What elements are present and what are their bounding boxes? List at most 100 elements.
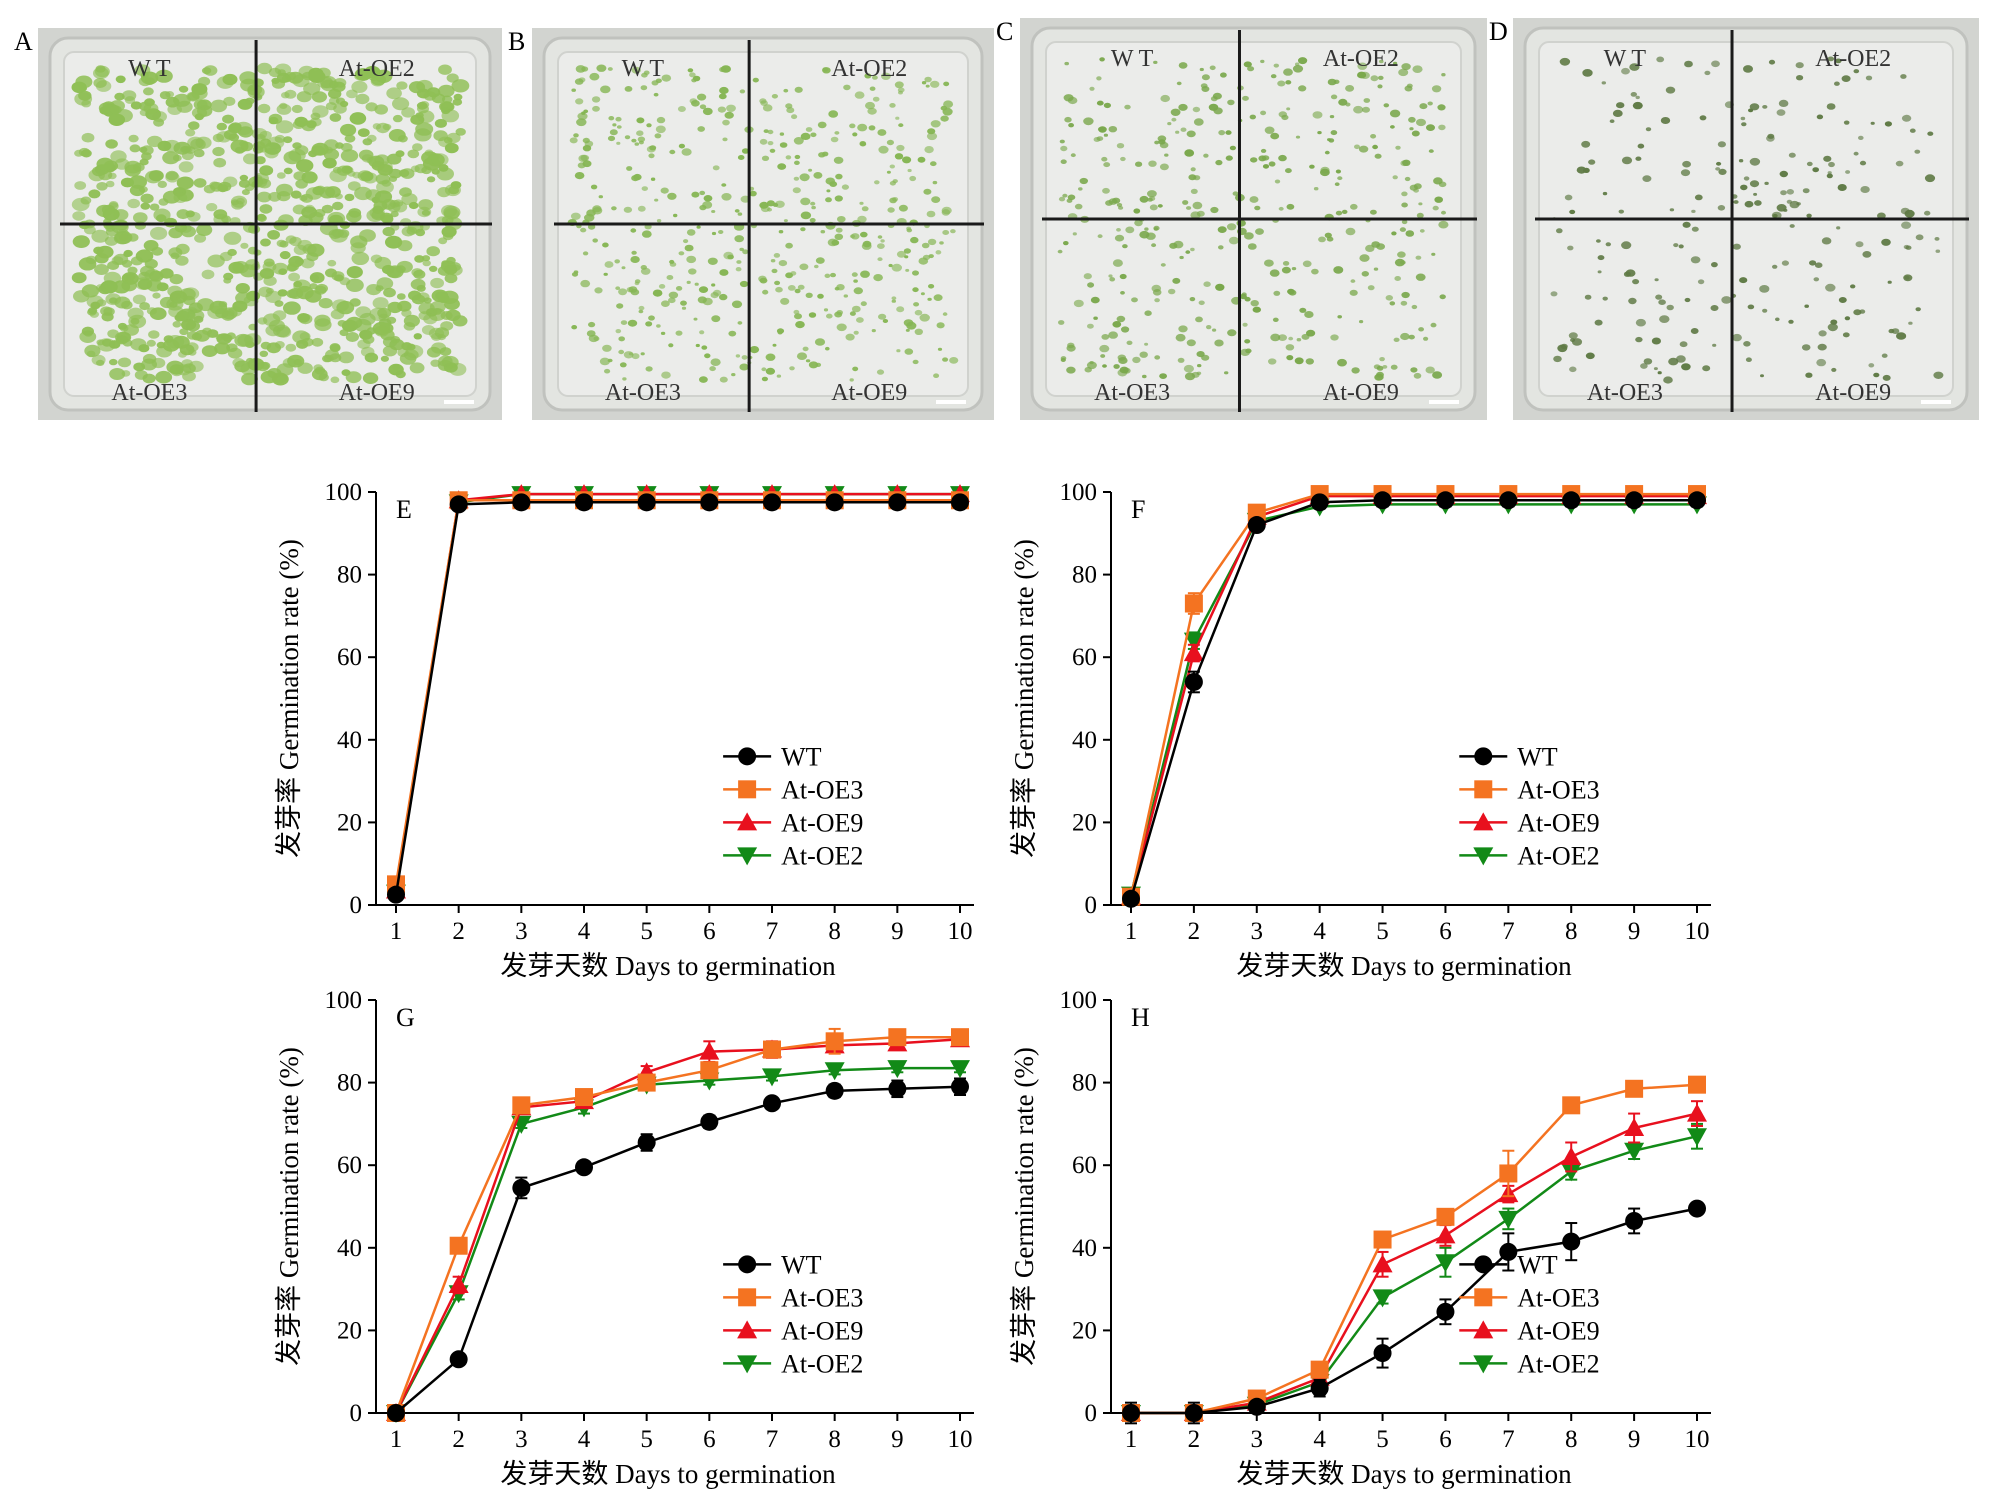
x-tick-label: 5 (640, 1426, 653, 1453)
data-point (951, 1028, 969, 1047)
data-point (1562, 1096, 1581, 1115)
x-tick-label: 7 (1502, 918, 1515, 945)
legend-entry: At-OE3 (1517, 1283, 1599, 1312)
data-point (737, 1320, 758, 1339)
data-point (1687, 1128, 1707, 1147)
data-point (1473, 847, 1494, 866)
chart-g: 0 20 40 60 80 100 1 2 3 4 5 6 7 8 9 10 G 发芽天数 Days to ger… (274, 987, 974, 1489)
data-point (700, 1112, 719, 1131)
quadrant-label: At-OE3 (111, 380, 187, 406)
data-point (1122, 889, 1140, 908)
x-tick-label: 1 (1125, 1426, 1138, 1453)
data-point (825, 1081, 844, 1100)
data-point (1122, 1404, 1140, 1422)
quadrant-label: At-OE9 (1323, 380, 1399, 406)
data-point (1247, 503, 1266, 522)
data-point (1436, 1302, 1455, 1321)
y-tick-label: 100 (1060, 987, 1098, 1014)
data-point (575, 1088, 593, 1107)
data-point (512, 1096, 531, 1115)
legend-entry: At-OE9 (1517, 1316, 1599, 1345)
data-point (1688, 491, 1706, 510)
data-point (738, 780, 757, 799)
legend-entry: At-OE3 (1517, 775, 1599, 804)
data-point (824, 1062, 845, 1081)
x-tick-label: 2 (452, 1426, 465, 1453)
data-point (637, 493, 656, 512)
legend-entry: At-OE9 (781, 1316, 863, 1345)
series-line (1131, 1135, 1698, 1415)
x-tick-label: 10 (948, 918, 973, 945)
series-at-oe9 (1121, 486, 1707, 905)
x-tick-label: 4 (1313, 918, 1326, 945)
quadrant-label: At-OE3 (1587, 380, 1663, 406)
x-tick-label: 10 (1685, 1426, 1710, 1453)
data-point (448, 1274, 469, 1293)
data-point (1625, 1211, 1644, 1230)
data-point (700, 493, 719, 512)
panel-label: A (14, 27, 33, 56)
data-point (1624, 1118, 1645, 1137)
quadrant-label: W T (1604, 46, 1647, 72)
x-tick-label: 8 (1565, 918, 1578, 945)
x-tick-label: 4 (578, 1426, 591, 1453)
x-tick-label: 4 (578, 918, 591, 945)
x-tick-label: 2 (1188, 918, 1201, 945)
y-tick-label: 40 (337, 1235, 362, 1262)
data-point (1625, 491, 1644, 510)
y-tick-label: 0 (1085, 892, 1098, 919)
data-point (1372, 1254, 1393, 1273)
data-point (825, 493, 844, 512)
series-at-oe3 (387, 1027, 969, 1422)
data-point (825, 1032, 844, 1051)
data-point (1372, 1289, 1393, 1308)
chart-h: 0 20 40 60 80 100 1 2 3 4 5 6 7 8 9 10 H 发芽天数 Days to ger… (1009, 987, 1711, 1489)
data-point (1436, 491, 1455, 510)
y-tick-label: 40 (1072, 1235, 1097, 1262)
x-tick-label: 1 (390, 918, 403, 945)
y-tick-label: 0 (350, 1400, 363, 1427)
series-at-oe3 (1122, 485, 1706, 906)
series-line (1131, 1112, 1698, 1415)
data-point (512, 493, 531, 512)
chart-f: 0 20 40 60 80 100 1 2 3 4 5 6 7 8 9 10 F 发芽天数 Days to ger… (1009, 479, 1711, 981)
quadrant-label: W T (622, 56, 665, 82)
series-at-oe9 (386, 1029, 970, 1421)
y-tick-label: 40 (1072, 727, 1097, 754)
legend-entry: WT (1517, 742, 1558, 771)
x-tick-label: 9 (891, 918, 904, 945)
data-point (738, 1288, 757, 1307)
y-tick-label: 20 (1072, 809, 1097, 836)
data-point (1183, 632, 1204, 651)
data-point (1499, 491, 1518, 510)
series-line (394, 1035, 960, 1414)
data-point (888, 1028, 907, 1047)
data-point (1373, 1230, 1392, 1249)
x-tick-label: 3 (1251, 918, 1264, 945)
data-point (1247, 1397, 1266, 1416)
photo-panel-b: B W T At-OE2 At-OE3 At-OE9 (508, 27, 994, 420)
y-axis-label: 发芽率 Germination rate (%) (1009, 539, 1039, 858)
series-at-oe2 (1121, 496, 1707, 905)
legend-entry: At-OE2 (1517, 1349, 1599, 1378)
data-point (1562, 491, 1581, 510)
series-at-oe2 (386, 486, 970, 903)
x-tick-label: 6 (703, 918, 716, 945)
series-line (1129, 492, 1697, 897)
data-point (1247, 516, 1266, 535)
panel-label: B (508, 27, 525, 56)
legend-entry: WT (781, 1250, 822, 1279)
series-at-oe3 (387, 491, 969, 894)
data-point (1499, 1242, 1518, 1261)
data-point (1310, 1360, 1329, 1379)
series-wt (387, 1077, 969, 1422)
data-point (1688, 1075, 1706, 1094)
panel-label: E (396, 495, 412, 524)
series-line (394, 499, 960, 885)
data-point (950, 1060, 970, 1079)
y-tick-label: 80 (337, 1070, 362, 1097)
x-tick-label: 5 (1376, 1426, 1389, 1453)
y-tick-label: 60 (337, 644, 362, 671)
photo-panel-a: A W T At-OE2 At-OE3 At-OE9 (14, 27, 502, 420)
data-point (387, 1404, 405, 1422)
